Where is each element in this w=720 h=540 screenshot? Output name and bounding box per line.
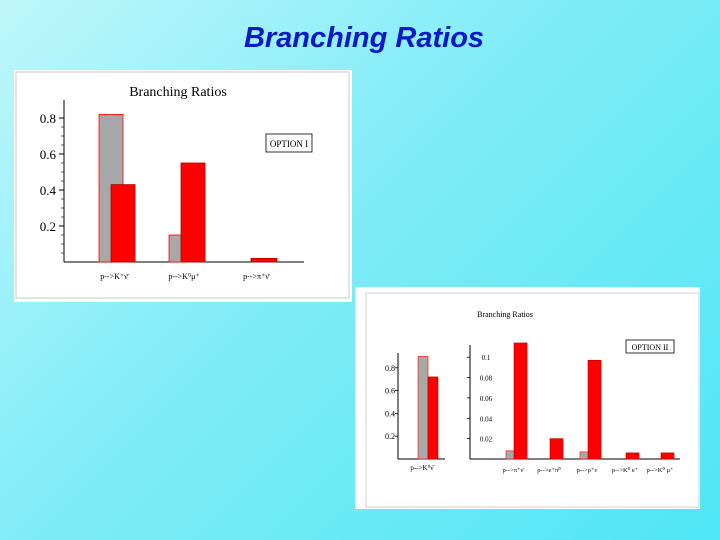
y-tick-label-left: 0.2: [385, 432, 395, 441]
y-tick-label-left: 0.6: [385, 387, 395, 396]
y-tick-label-left: 0.8: [385, 364, 395, 373]
chart-panel-option-1: Branching Ratios 0.8 0.6 0.4 0.2 OPTION I p-->…: [14, 70, 352, 302]
y-tick-label-right: 0.1: [482, 354, 491, 362]
chart-title: Branching Ratios: [129, 85, 227, 100]
y-tick-label: 0.8: [40, 111, 56, 126]
x-tick-label-right: p-->K⁰ e⁺: [612, 466, 639, 474]
bar-red: [625, 452, 640, 460]
x-tick-label-right: p-->e⁺π⁰: [537, 466, 561, 474]
x-tick-label: p-->π⁺ν̄: [243, 272, 271, 281]
chart-frame: [365, 292, 700, 508]
slide-title: Branching Ratios: [243, 22, 485, 54]
legend-box: [265, 133, 313, 153]
legend-box: [625, 339, 675, 354]
bar-red: [549, 438, 564, 460]
y-tick-label-right: 0.02: [480, 436, 493, 444]
bar-gray: [505, 450, 516, 460]
legend-text: OPTION II: [632, 343, 669, 352]
bar-red: [660, 452, 675, 460]
y-tick-label: 0.6: [40, 147, 57, 162]
bar-red: [110, 184, 136, 263]
chart-option-2: Branching Ratios OPTION II 0.8 0.6 0.4 0.2 p--…: [365, 292, 700, 508]
bar-red: [587, 359, 602, 460]
chart-panel-option-2: Branching Ratios OPTION II 0.8 0.6 0.4 0.2 p--…: [355, 287, 700, 509]
legend-text: OPTION I: [270, 139, 308, 149]
chart-frame: [15, 71, 350, 299]
x-tick-label: p-->K⁰μ⁺: [168, 272, 199, 281]
bar-red: [250, 257, 278, 263]
y-tick-label-right: 0.06: [480, 395, 493, 403]
y-tick-label-right: 0.08: [480, 375, 493, 383]
bar-gray: [579, 451, 590, 460]
bar-red: [427, 376, 439, 460]
chart-title: Branching Ratios: [477, 310, 533, 319]
x-tick-label-left: p-->K⁰ν̄: [410, 464, 435, 472]
x-tick-label-right: p-->ρ⁺ν: [577, 467, 598, 474]
x-tick-label-right: p-->π⁺ν̄: [503, 467, 525, 474]
bar-red: [513, 342, 528, 460]
bar-gray: [417, 356, 429, 460]
y-tick-label: 0.2: [40, 219, 56, 234]
y-tick-label: 0.4: [40, 183, 57, 198]
chart-option-1: Branching Ratios 0.8 0.6 0.4 0.2 OPTION I p-->…: [15, 71, 350, 299]
y-tick-label-right: 0.04: [480, 415, 493, 423]
x-tick-label-right: p-->K⁰ μ⁺: [646, 466, 674, 474]
x-tick-label: p-->K⁺ν̄: [100, 272, 129, 281]
bar-red: [180, 162, 206, 263]
y-tick-label-left: 0.4: [385, 409, 395, 418]
